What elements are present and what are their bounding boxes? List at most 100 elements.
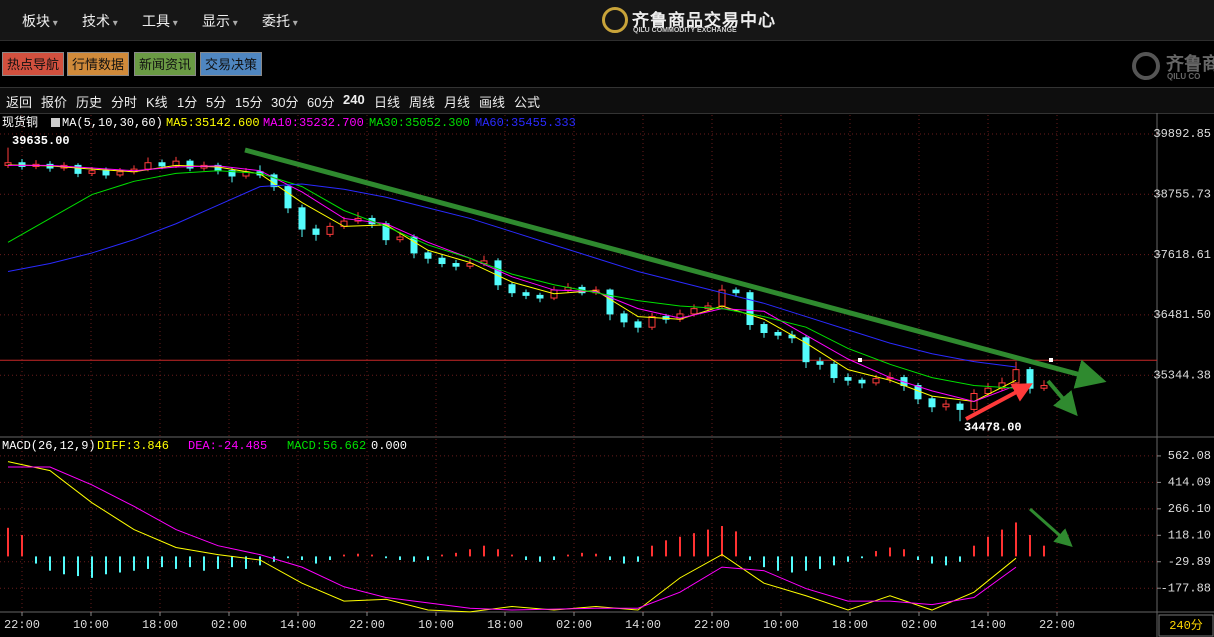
nav-button[interactable]: 行情数据 [67, 52, 129, 76]
x-tick-label: 22:00 [4, 618, 40, 632]
x-tick-label: 18:00 [487, 618, 523, 632]
legend-entry: MA10:35232.700 [263, 116, 364, 130]
x-tick-label: 02:00 [901, 618, 937, 632]
nav-button[interactable]: 热点导航 [2, 52, 64, 76]
toolbar-item[interactable]: 5分 [206, 95, 227, 110]
candle-body [1040, 385, 1048, 389]
candle-body [172, 160, 180, 167]
candle-body [536, 294, 544, 299]
y-tick-label: 35344.38 [1153, 368, 1211, 382]
toolbar-item[interactable]: 返回 [6, 95, 33, 110]
candle-body [620, 313, 628, 323]
candle-body [494, 260, 502, 286]
toolbar-item[interactable]: 15分 [235, 95, 263, 110]
candle-body [774, 331, 782, 336]
x-tick-label: 18:00 [142, 618, 178, 632]
candle-body [452, 263, 460, 267]
y-tick-label: 562.08 [1168, 449, 1211, 463]
legend-entry: MA30:35052.300 [369, 116, 470, 130]
indicator-label: MA(5,10,30,60) [62, 116, 163, 130]
y-tick-label: 118.10 [1168, 528, 1211, 542]
x-tick-label: 10:00 [763, 618, 799, 632]
x-tick-label: 22:00 [1039, 618, 1075, 632]
menu-item[interactable]: 技术 [82, 11, 118, 31]
candle-body [522, 292, 530, 296]
x-tick-label: 14:00 [970, 618, 1006, 632]
toolbar-item[interactable]: 公式 [514, 95, 541, 110]
indicator-icon [51, 118, 60, 127]
toolbar-item[interactable]: 报价 [41, 95, 68, 110]
x-tick-label: 18:00 [832, 618, 868, 632]
toolbar-item[interactable]: 60分 [307, 95, 335, 110]
candle-body [102, 170, 110, 176]
candle-body [928, 398, 936, 408]
candle-body [74, 164, 82, 174]
y-tick-label: 414.09 [1168, 476, 1211, 490]
corner-logo-subtitle: QILU CO [1167, 72, 1201, 81]
menu-item[interactable]: 委托 [262, 11, 298, 31]
logo-name: 齐鲁商品交易中心 [632, 11, 776, 30]
period-label: 240分 [1169, 618, 1203, 633]
legend-entry: MA60:35455.333 [475, 116, 576, 130]
candle-body [410, 236, 418, 254]
candle-body [1026, 369, 1034, 389]
toolbar-item[interactable]: 日线 [374, 95, 401, 110]
y-tick-label: 37618.61 [1153, 248, 1211, 262]
candle-body [284, 186, 292, 209]
x-tick-label: 02:00 [211, 618, 247, 632]
y-tick-label: -177.88 [1161, 581, 1211, 595]
legend-entry: DEA:-24.485 [188, 439, 267, 453]
candle-body [88, 170, 96, 174]
candle-body [438, 257, 446, 265]
toolbar-item[interactable]: 周线 [409, 95, 436, 110]
toolbar-item[interactable]: K线 [146, 95, 168, 110]
x-tick-label: 22:00 [349, 618, 385, 632]
line-series [8, 164, 1017, 402]
candle-body [298, 207, 306, 230]
line-series [7, 170, 1017, 389]
toolbar-item[interactable]: 画线 [479, 95, 506, 110]
nav-button[interactable]: 交易决策 [200, 52, 262, 76]
x-tick-label: 14:00 [280, 618, 316, 632]
toolbar-item[interactable]: 1分 [177, 95, 198, 110]
corner-logo-icon [1132, 52, 1160, 80]
corner-logo: 齐鲁商 QILU CO [1132, 49, 1214, 83]
menu-item[interactable]: 工具 [142, 11, 178, 31]
menu-item[interactable]: 显示 [202, 11, 238, 31]
candle-body [326, 225, 334, 235]
y-tick-label: -29.89 [1168, 555, 1211, 569]
toolbar-item[interactable]: 月线 [444, 95, 471, 110]
logo-icon [602, 7, 628, 33]
trend-arrow [1046, 379, 1078, 417]
candle-body [508, 284, 516, 294]
candle-body [858, 379, 866, 384]
trend-arrow [1029, 507, 1073, 547]
candle-body [802, 337, 810, 363]
legend-entry: MA5:35142.600 [166, 116, 260, 130]
candle-body [942, 403, 950, 408]
candle-body [606, 289, 614, 315]
logo-subtitle: QILU COMMODITY EXCHANGE [633, 27, 737, 34]
annotation: 39635.00 [12, 134, 70, 148]
trend-line [244, 147, 1107, 389]
candle-body [466, 263, 474, 267]
x-tick-label: 02:00 [556, 618, 592, 632]
menu-item[interactable]: 板块 [22, 11, 58, 31]
candle-body [116, 171, 124, 176]
y-tick-label: 39892.85 [1153, 127, 1211, 141]
menu-bar: 齐鲁商品交易中心 QILU COMMODITY EXCHANGE 板块 技术 工具 显… [0, 0, 1214, 41]
x-tick-label: 22:00 [694, 618, 730, 632]
line-series [7, 461, 1017, 613]
candle-body [690, 308, 698, 315]
candle-body [1012, 369, 1020, 384]
toolbar-item[interactable]: 240 [343, 92, 365, 107]
candle-body [816, 361, 824, 365]
y-tick-label: 38755.73 [1153, 187, 1211, 201]
line-series [7, 164, 1017, 402]
candle-body [984, 387, 992, 395]
nav-button[interactable]: 新闻资讯 [134, 52, 196, 76]
toolbar-item[interactable]: 30分 [271, 95, 299, 110]
toolbar-item[interactable]: 分时 [111, 95, 138, 110]
toolbar-item[interactable]: 历史 [76, 95, 103, 110]
